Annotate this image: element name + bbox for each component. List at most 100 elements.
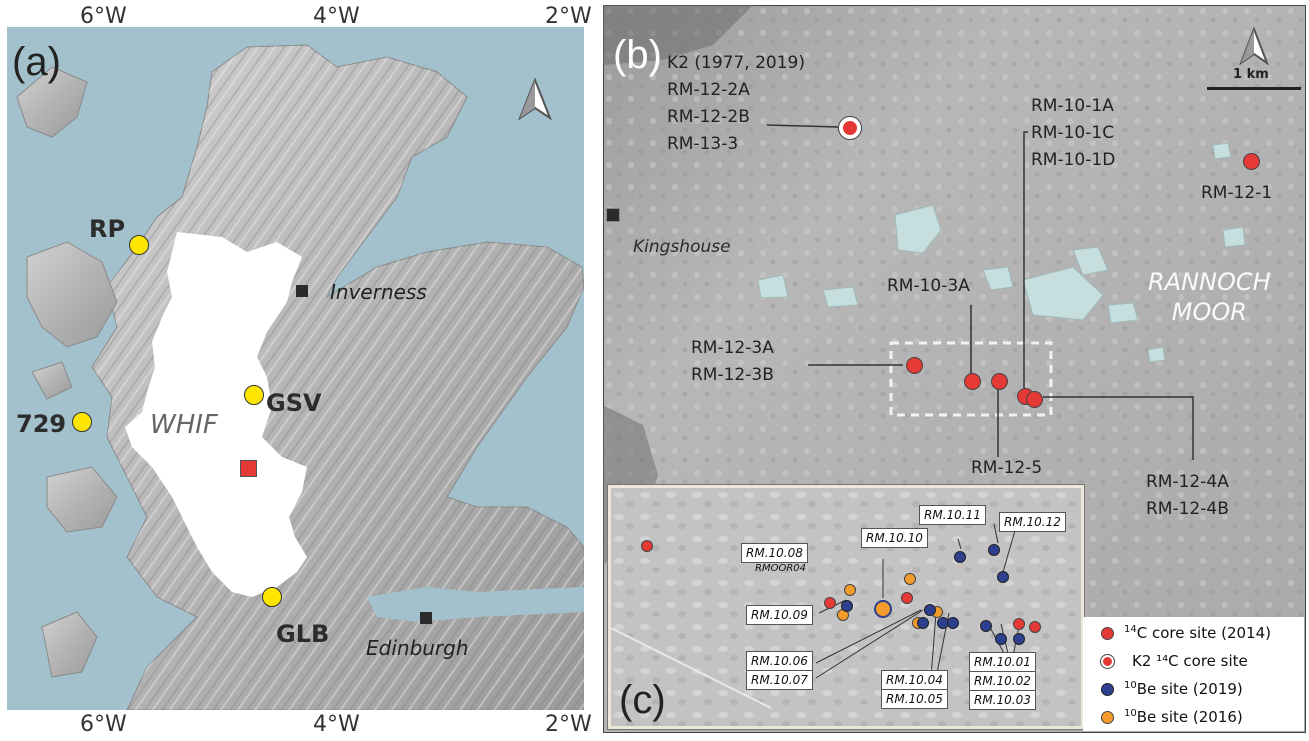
legend-blue-dot [1101,682,1114,696]
rm-12-3-label: RM-12-3A RM-12-3B [691,338,774,385]
site-gsv-marker[interactable] [244,385,264,405]
label-rm-10-02: RM.10.02 [969,671,1036,691]
loch-6 [757,274,789,299]
panel-c: RM.10.11 RM.10.12 RM.10.10 RM.10.08 RMOO… [608,485,1084,729]
rm-12-4-marker[interactable] [1026,391,1043,408]
site-gsv-label: GSV [266,389,322,417]
label-rm-10-01: RM.10.01 [969,652,1036,672]
loch-7 [1107,302,1139,324]
legend-orange-dot [1101,710,1114,724]
rannoch-moor-label: RANNOCH MOOR [1148,268,1271,326]
legend-k2-dot [1101,654,1114,668]
be-2019-marker[interactable] [947,617,959,629]
rm-10-3a-label: RM-10-3A [887,276,970,296]
be-2019-marker[interactable] [995,633,1007,645]
be-2016-marker[interactable] [904,573,916,585]
k2-site-label: K2 (1977, 2019) RM-12-2A RM-12-2B RM-13-… [667,53,805,154]
legend-item-14c-core: 14C core site (2014) [1101,619,1304,647]
loch-4 [982,266,1014,291]
loch-1 [894,204,942,254]
bottom-tick-6w: 6°W [80,712,127,737]
loch-9 [1212,142,1232,160]
k2-core-marker[interactable] [838,116,862,140]
rm-12-1-label: RM-12-1 [1201,183,1273,203]
inset-core-marker[interactable] [1013,618,1025,630]
legend: 14C core site (2014) K2 ¹⁴C core site 10… [1083,617,1304,731]
inset-core-marker[interactable] [1029,621,1041,633]
inset-core-marker[interactable] [901,592,913,604]
be-2019-marker[interactable] [917,617,929,629]
loch-8 [1147,346,1166,363]
rm-12-5-label: RM-12-5 [971,458,1043,478]
inverness-label: Inverness [330,280,427,304]
label-rm-10-11: RM.10.11 [919,505,986,525]
inset-core-marker[interactable] [641,540,653,552]
label-rm-10-03: RM.10.03 [969,690,1036,710]
legend-text-2: K2 ¹⁴C core site [1132,652,1248,670]
panel-b: (b) K2 (1977, 2019) RM-12-2A RM-12-2B RM… [603,5,1306,733]
rm-10-3a-marker[interactable] [964,373,981,390]
site-glb-label: GLB [276,620,330,648]
label-rm-10-05: RM.10.05 [881,689,948,709]
islay-island [41,611,98,678]
site-rp-marker[interactable] [129,235,149,255]
rm-12-1-marker[interactable] [1243,153,1260,170]
label-rm-10-10: RM.10.10 [861,528,928,548]
legend-item-be-2016: 10Be site (2016) [1101,703,1304,731]
label-rm-10-09: RM.10.09 [746,605,813,625]
kingshouse-marker [606,208,620,222]
legend-text-4: 10Be site (2016) [1124,708,1243,726]
rm-12-4-label: RM-12-4A RM-12-4B [1146,472,1229,519]
panel-a: 6°W 4°W 2°W 6°W 4°W 2°W [0,0,600,741]
mull-island [46,466,118,533]
k2-core-inner [843,121,857,135]
top-tick-6w: 6°W [80,4,127,29]
be-2019-marker[interactable] [980,620,992,632]
rannoch-moor-marker[interactable] [240,460,257,477]
inverness-marker [296,285,308,297]
be-2019-marker[interactable] [841,600,853,612]
edinburgh-marker [420,612,432,624]
be-2019-marker[interactable] [924,604,936,616]
be-2019-marker[interactable] [997,571,1009,583]
lewis-island [16,66,88,138]
legend-text-3: 10Be site (2019) [1124,680,1243,698]
rm-12-3-marker[interactable] [906,357,923,374]
site-729-marker[interactable] [72,412,92,432]
panel-b-letter: (b) [613,33,662,77]
rm-10-1-label: RM-10-1A RM-10-1C RM-10-1D [1031,96,1116,170]
top-tick-2w: 2°W [545,4,592,29]
loch-3 [1072,246,1109,276]
be-2019-marker[interactable] [954,551,966,563]
scale-bar [1207,87,1301,90]
be-2016-marker[interactable] [844,584,856,596]
rm-12-5-marker[interactable] [991,373,1008,390]
site-rp-label: RP [89,215,126,243]
bottom-tick-2w: 2°W [545,712,592,737]
be-2016-marker[interactable] [874,600,892,618]
site-glb-marker[interactable] [262,587,282,607]
region-label-whif: WHIF [150,410,218,440]
kingshouse-label: Kingshouse [633,237,731,257]
legend-text-1: 14C core site (2014) [1124,624,1271,642]
label-rmoor04: RMOOR04 [755,563,806,574]
mountain-topleft [603,5,753,65]
whif-icefield [125,232,307,597]
label-rm-10-08: RM.10.08 [741,543,808,563]
skye-island [26,241,118,348]
panel-c-letter: (c) [619,678,666,722]
loch-5 [822,286,859,308]
inset-extent-box [889,341,1053,417]
legend-item-k2: K2 ¹⁴C core site [1101,647,1304,675]
label-rm-10-06: RM.10.06 [746,651,813,671]
top-tick-4w: 4°W [313,4,360,29]
edinburgh-label: Edinburgh [366,636,469,660]
north-arrow-icon [1239,27,1269,65]
be-2019-marker[interactable] [1013,633,1025,645]
be-2019-marker[interactable] [988,544,1000,556]
small-isles [31,361,73,400]
label-rm-10-12: RM.10.12 [999,512,1066,532]
inset-core-marker[interactable] [824,597,836,609]
site-729-label: 729 [16,410,67,438]
label-rm-10-07: RM.10.07 [746,670,813,690]
